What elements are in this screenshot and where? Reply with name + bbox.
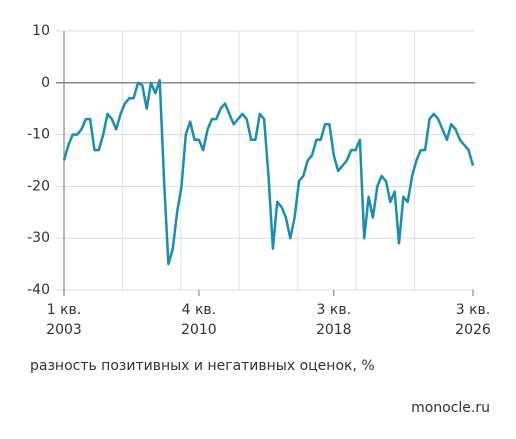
x-tick-label: 3 кв. 2026: [455, 302, 491, 338]
data-line: [62, 78, 475, 266]
y-tick-label: -30: [27, 230, 50, 246]
y-tick-label: -10: [27, 127, 50, 143]
x-tick-label: 3 кв. 2018: [315, 302, 352, 338]
y-tick-label: 0: [41, 75, 50, 91]
x-tick-label: 4 кв. 2010: [181, 302, 217, 338]
y-tick-label: -20: [27, 178, 50, 194]
y-tick-label: -40: [27, 282, 50, 298]
x-tick-label: 1 кв. 2003: [46, 302, 82, 338]
y-tick-label: 10: [32, 23, 50, 39]
caption: разность позитивных и негативных оценок,…: [30, 358, 375, 374]
source: monocle.ru: [411, 400, 490, 416]
